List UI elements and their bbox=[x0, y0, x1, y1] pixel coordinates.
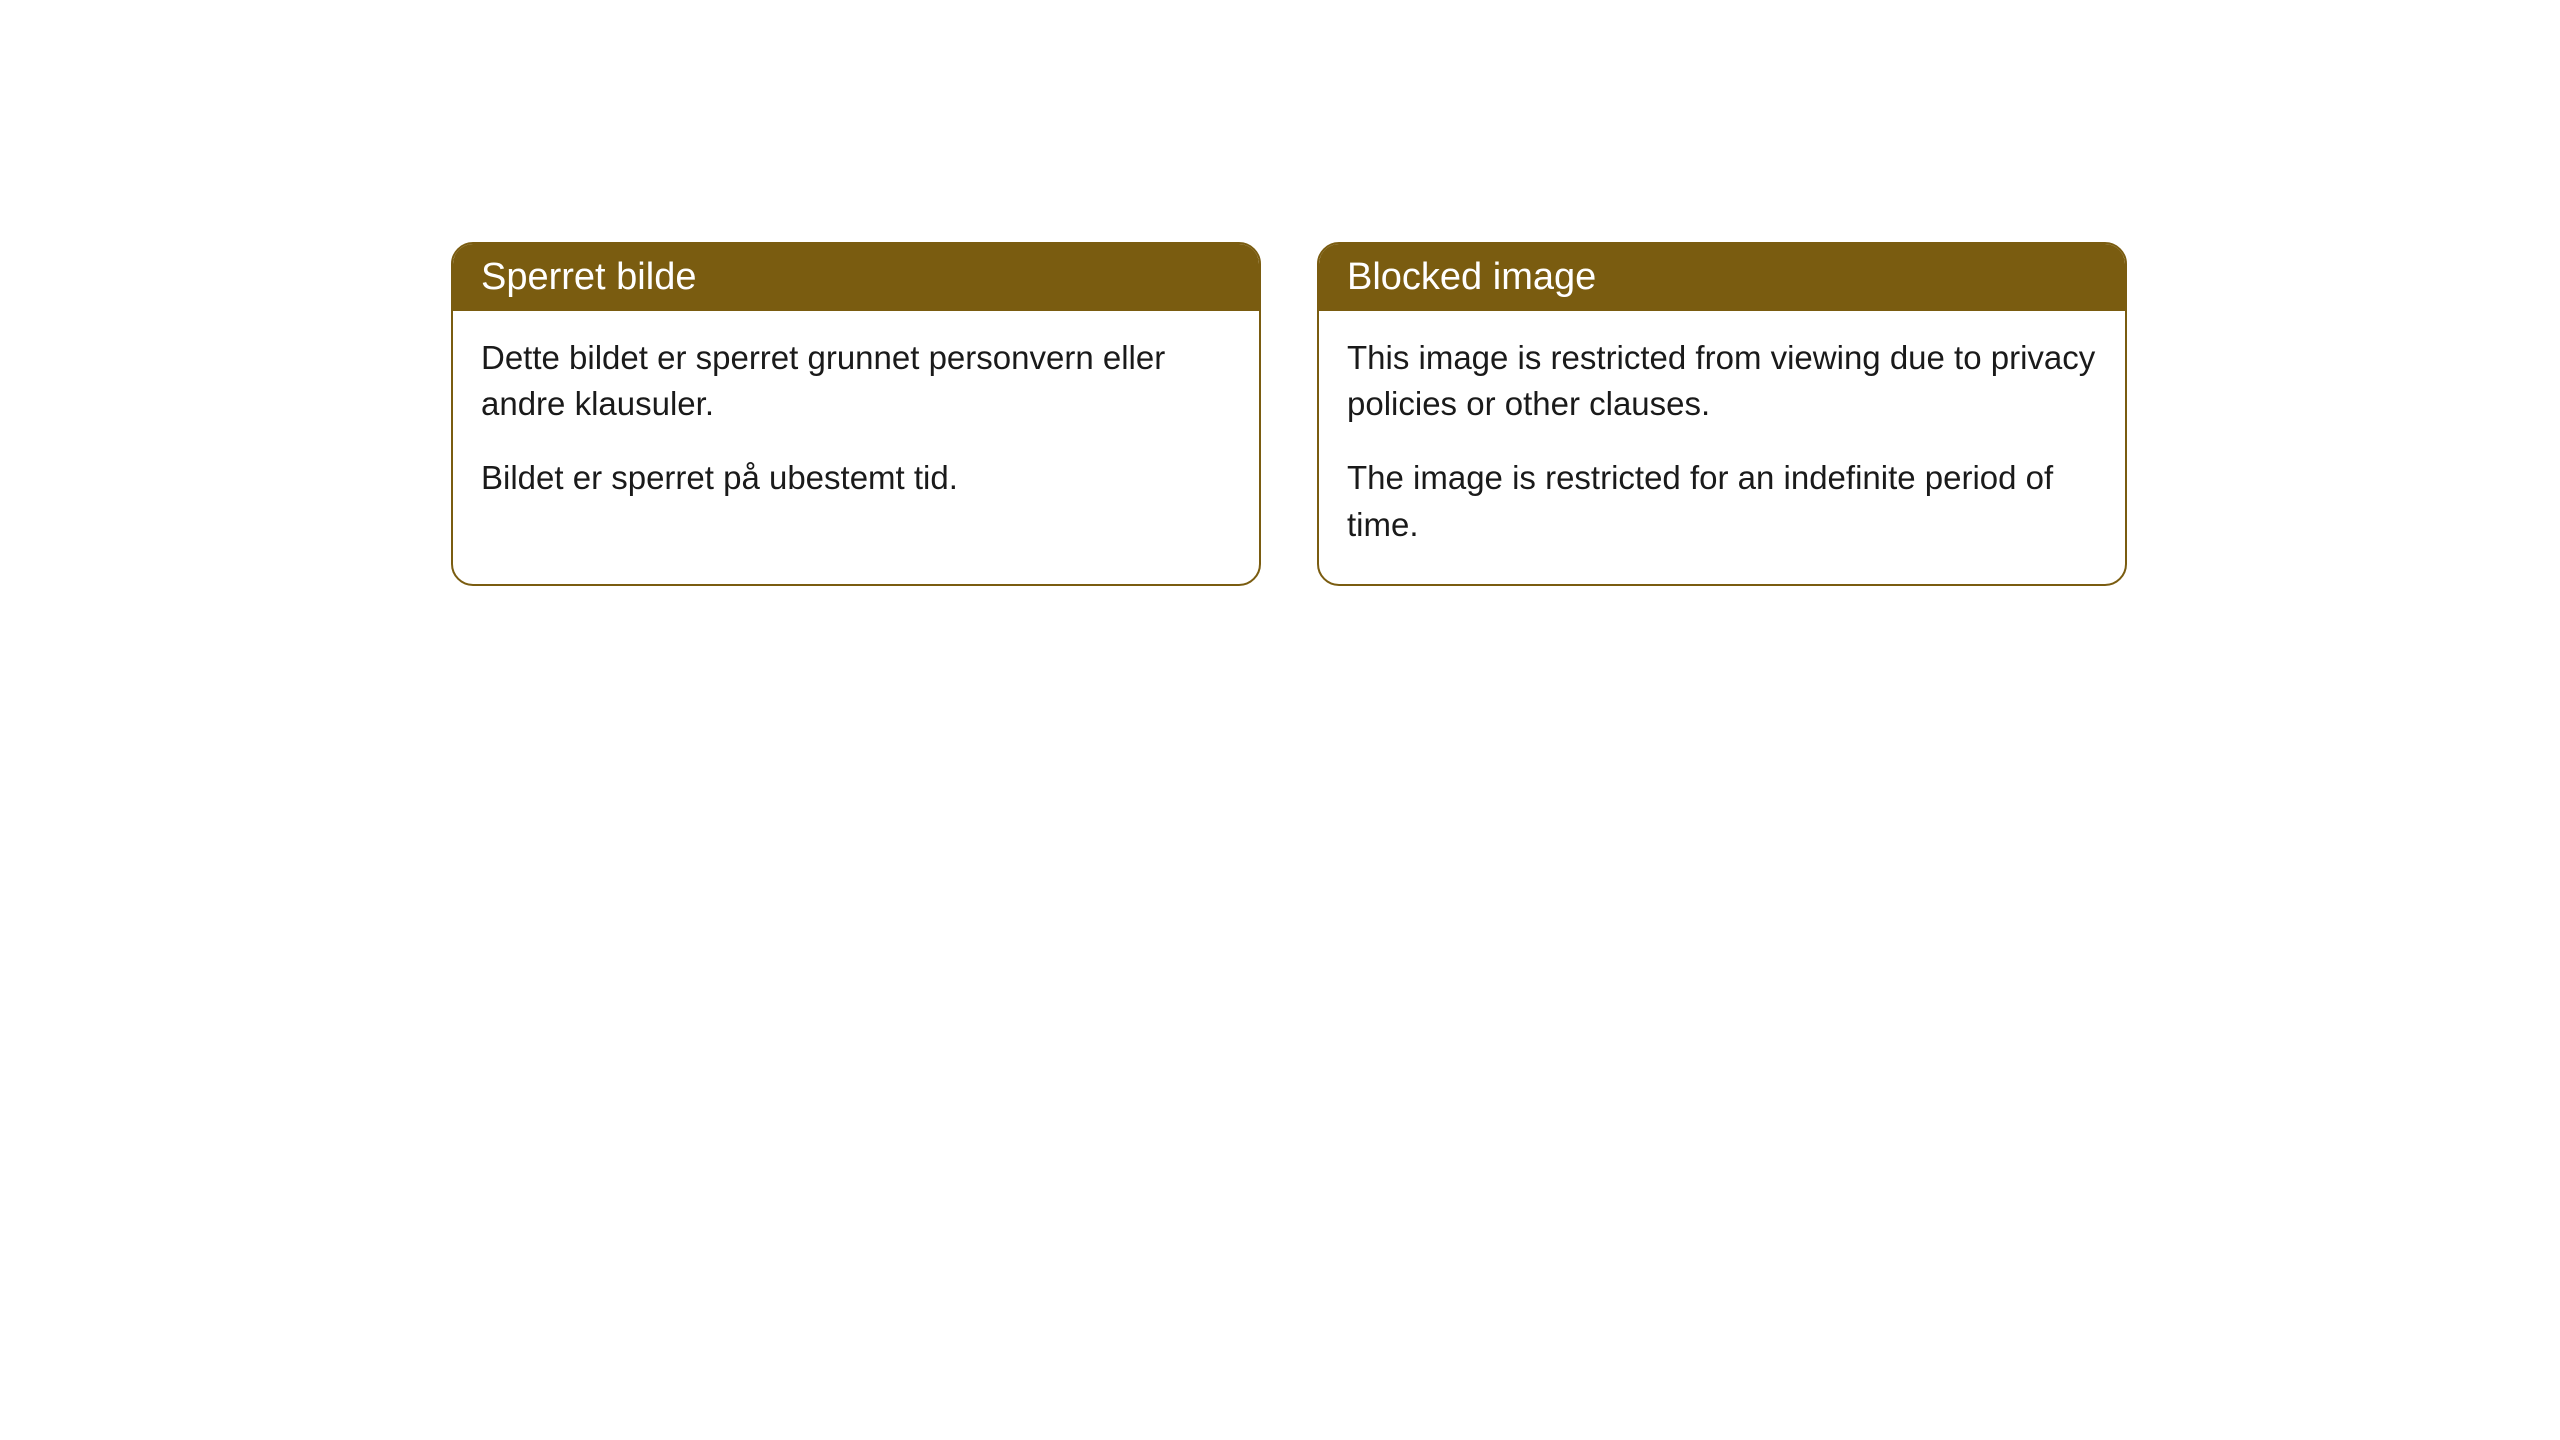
notice-header-english: Blocked image bbox=[1319, 244, 2125, 311]
notice-paragraph: Bildet er sperret på ubestemt tid. bbox=[481, 455, 1231, 501]
notice-paragraph: Dette bildet er sperret grunnet personve… bbox=[481, 335, 1231, 427]
notice-body-english: This image is restricted from viewing du… bbox=[1319, 311, 2125, 584]
notice-cards-container: Sperret bilde Dette bildet er sperret gr… bbox=[451, 242, 2127, 586]
notice-card-english: Blocked image This image is restricted f… bbox=[1317, 242, 2127, 586]
notice-body-norwegian: Dette bildet er sperret grunnet personve… bbox=[453, 311, 1259, 538]
notice-title: Sperret bilde bbox=[481, 256, 696, 298]
notice-title: Blocked image bbox=[1347, 256, 1596, 298]
notice-header-norwegian: Sperret bilde bbox=[453, 244, 1259, 311]
notice-paragraph: This image is restricted from viewing du… bbox=[1347, 335, 2097, 427]
notice-card-norwegian: Sperret bilde Dette bildet er sperret gr… bbox=[451, 242, 1261, 586]
notice-paragraph: The image is restricted for an indefinit… bbox=[1347, 455, 2097, 547]
